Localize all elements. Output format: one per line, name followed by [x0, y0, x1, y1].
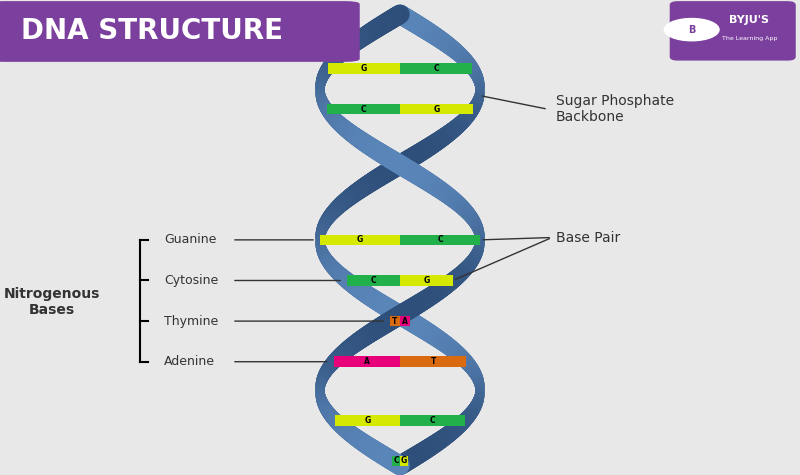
Text: Cytosine: Cytosine	[164, 274, 218, 287]
Bar	[400, 415, 465, 426]
Text: T: T	[392, 317, 398, 325]
Text: A: A	[402, 317, 408, 325]
Bar	[347, 275, 400, 286]
Text: BYJU'S: BYJU'S	[730, 15, 770, 25]
FancyBboxPatch shape	[0, 2, 359, 61]
Text: G: G	[365, 416, 370, 425]
Text: Guanine: Guanine	[164, 233, 216, 247]
Text: G: G	[401, 456, 407, 466]
Bar	[320, 235, 400, 245]
Bar	[393, 456, 400, 466]
Text: T: T	[430, 357, 436, 366]
Text: C: C	[430, 416, 435, 425]
Text: C: C	[361, 104, 366, 114]
Bar	[334, 356, 400, 367]
Circle shape	[664, 19, 719, 41]
Text: Base Pair: Base Pair	[556, 230, 620, 245]
Text: C: C	[370, 276, 376, 285]
Text: C: C	[394, 456, 399, 466]
Text: The Learning App: The Learning App	[722, 36, 777, 41]
Bar	[328, 63, 400, 74]
Text: G: G	[361, 64, 367, 73]
Bar	[400, 456, 407, 466]
FancyBboxPatch shape	[670, 2, 795, 60]
Text: Nitrogenous
Bases: Nitrogenous Bases	[4, 286, 100, 317]
Text: G: G	[423, 276, 430, 285]
Text: Sugar Phosphate
Backbone: Sugar Phosphate Backbone	[556, 94, 674, 124]
Bar	[326, 104, 400, 114]
Text: B: B	[688, 25, 695, 35]
Text: Adenine: Adenine	[164, 355, 215, 368]
Text: C: C	[437, 236, 443, 244]
Text: A: A	[364, 357, 370, 366]
Text: G: G	[357, 236, 363, 244]
Bar	[400, 356, 466, 367]
Bar	[400, 104, 474, 114]
Bar	[400, 63, 472, 74]
Bar	[335, 415, 400, 426]
Bar	[400, 235, 480, 245]
Text: DNA STRUCTURE: DNA STRUCTURE	[21, 17, 283, 45]
Text: C: C	[434, 64, 439, 73]
Bar	[390, 316, 400, 326]
Text: G: G	[434, 104, 440, 114]
Bar	[400, 316, 410, 326]
Text: Thymine: Thymine	[164, 314, 218, 328]
Bar	[400, 275, 453, 286]
